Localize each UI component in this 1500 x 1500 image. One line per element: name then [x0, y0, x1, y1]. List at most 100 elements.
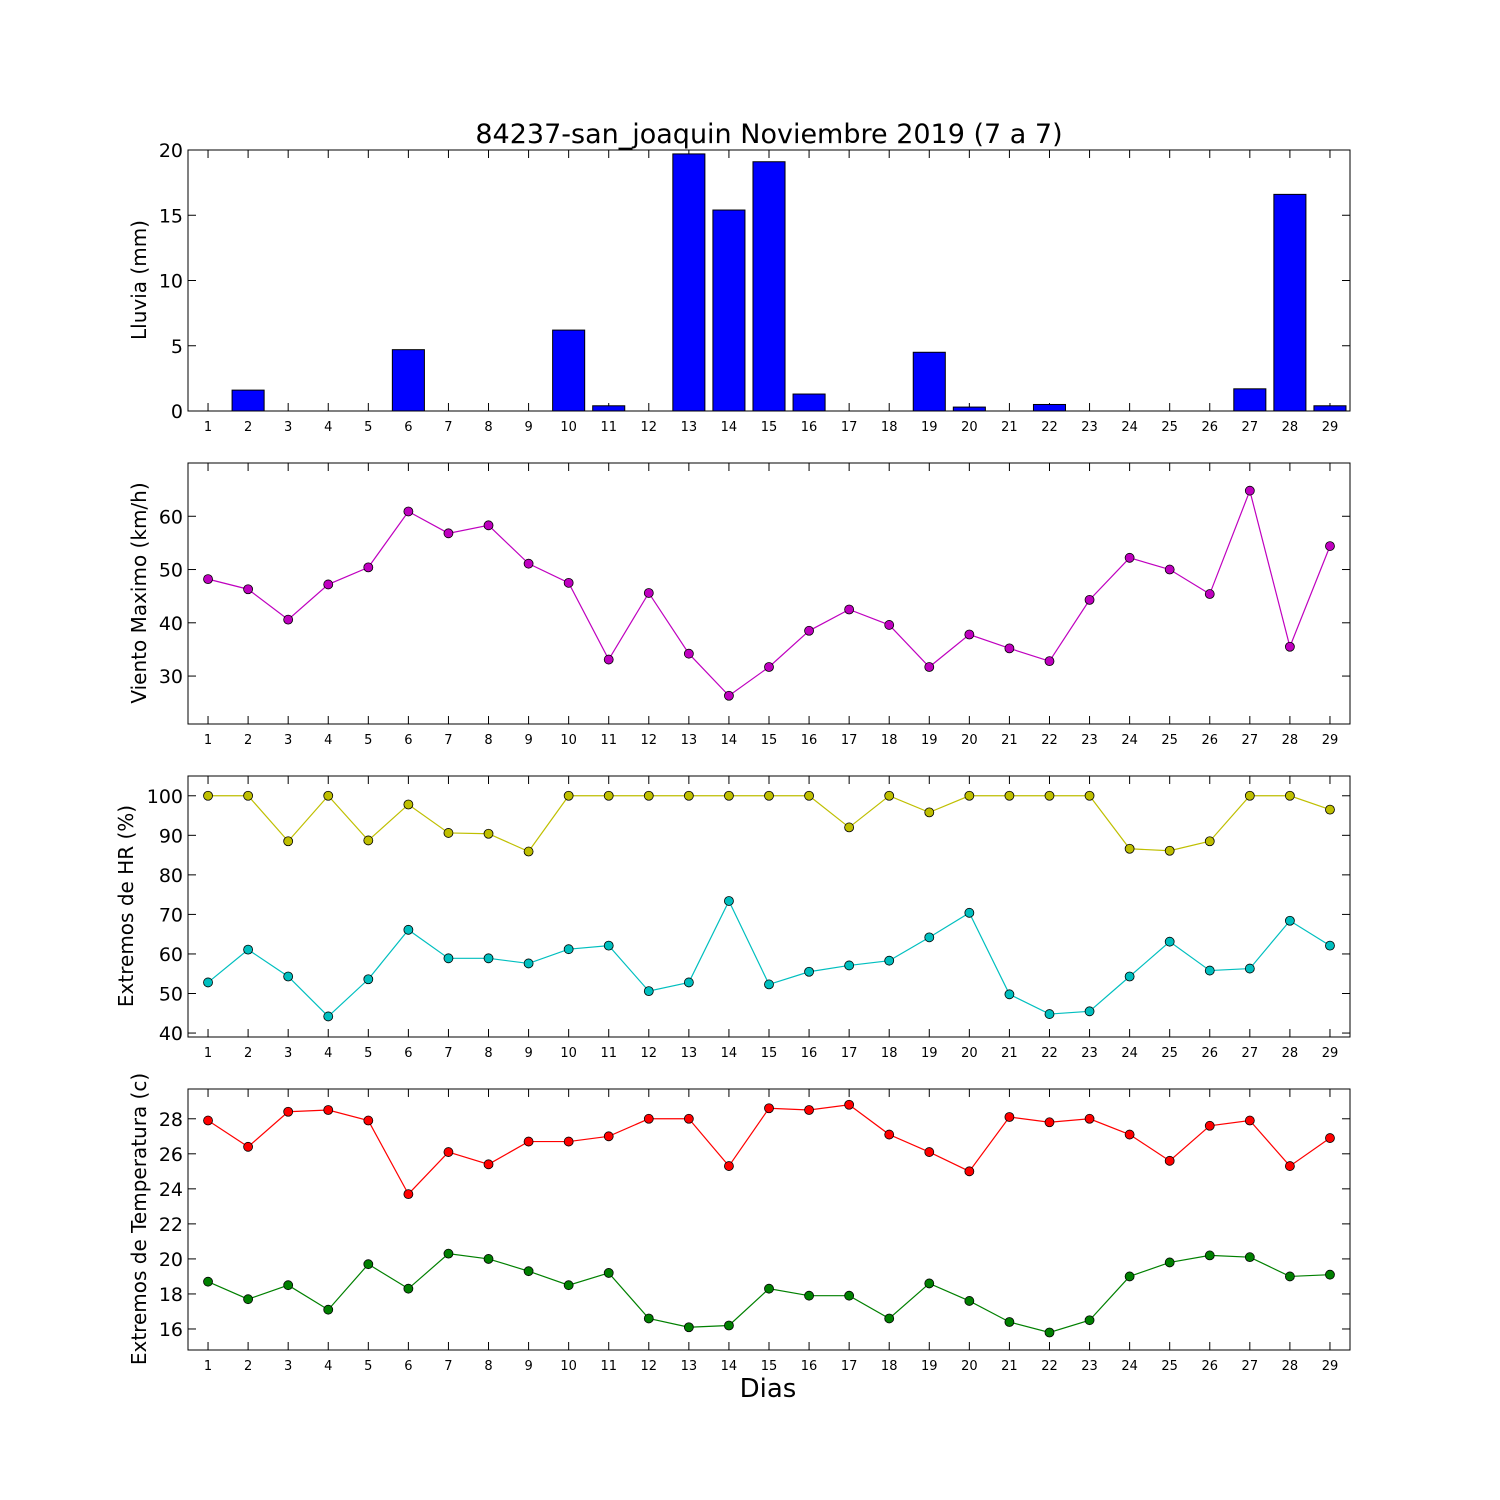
x-tick-label-temperatura: 5 [364, 1359, 372, 1374]
point-humedad-0 [964, 790, 975, 801]
point-humedad-0 [804, 790, 814, 801]
x-tick-label-lluvia: 7 [444, 420, 452, 435]
point-humedad-0 [1084, 790, 1095, 801]
point-temperatura-0 [643, 1113, 654, 1124]
x-tick-label-temperatura: 26 [1201, 1359, 1218, 1374]
x-tick-label-viento: 22 [1041, 733, 1058, 748]
x-tick-label-lluvia: 17 [841, 420, 858, 435]
x-tick-label-viento: 29 [1322, 733, 1339, 748]
x-tick-label-humedad: 21 [1001, 1046, 1018, 1061]
point-viento-0 [724, 690, 734, 701]
point-temperatura-1 [804, 1290, 814, 1301]
x-tick-label-lluvia: 23 [1081, 420, 1098, 435]
x-tick-label-lluvia: 20 [961, 420, 978, 435]
point-humedad-0 [1244, 790, 1255, 801]
point-humedad-0 [563, 790, 574, 801]
x-tick-label-lluvia: 2 [244, 420, 252, 435]
bar-lluvia [672, 153, 706, 412]
x-tick-label-lluvia: 13 [681, 420, 698, 435]
x-tick-label-lluvia: 4 [324, 420, 332, 435]
point-temperatura-0 [924, 1147, 935, 1157]
point-humedad-0 [1204, 836, 1215, 847]
point-humedad-1 [804, 966, 814, 977]
point-temperatura-0 [1044, 1117, 1055, 1128]
point-temperatura-0 [1004, 1112, 1015, 1122]
x-tick-label-temperatura: 4 [324, 1359, 332, 1374]
x-tick-label-humedad: 29 [1322, 1046, 1339, 1061]
x-tick-label-viento: 12 [641, 733, 658, 748]
bar-lluvia [391, 349, 425, 412]
point-humedad-0 [243, 790, 254, 801]
bar-lluvia [592, 405, 626, 412]
x-tick-label-viento: 8 [484, 733, 492, 748]
point-temperatura-1 [1084, 1315, 1095, 1326]
x-tick-label-humedad: 26 [1201, 1046, 1218, 1061]
y-axis-label-viento: Viento Maximo (km/h) [127, 482, 151, 703]
point-humedad-1 [1284, 915, 1295, 926]
point-temperatura-1 [1204, 1250, 1215, 1261]
point-temperatura-0 [1204, 1120, 1215, 1131]
point-viento-0 [884, 620, 895, 630]
bar-lluvia [712, 209, 746, 412]
x-tick-label-humedad: 14 [721, 1046, 738, 1061]
y-tick-label-lluvia: 5 [171, 336, 183, 358]
y-tick-label-temperatura: 20 [159, 1249, 183, 1271]
point-humedad-0 [523, 846, 534, 857]
x-tick-label-humedad: 27 [1242, 1046, 1259, 1061]
point-temperatura-1 [1164, 1257, 1175, 1268]
point-temperatura-0 [323, 1105, 334, 1115]
point-viento-0 [203, 574, 213, 585]
x-tick-label-lluvia: 21 [1001, 420, 1018, 435]
bar-lluvia [792, 393, 826, 412]
x-tick-label-humedad: 10 [560, 1046, 577, 1061]
point-temperatura-0 [844, 1099, 855, 1110]
point-temperatura-1 [724, 1320, 734, 1331]
point-temperatura-0 [443, 1147, 454, 1157]
x-tick-label-temperatura: 14 [721, 1359, 738, 1374]
x-tick-label-viento: 28 [1282, 733, 1299, 748]
point-humedad-0 [363, 835, 374, 846]
x-tick-label-viento: 20 [961, 733, 978, 748]
point-humedad-0 [643, 790, 654, 801]
point-humedad-1 [884, 955, 895, 966]
point-humedad-0 [924, 807, 935, 818]
x-tick-label-lluvia: 19 [921, 420, 938, 435]
point-viento-0 [483, 520, 494, 531]
point-viento-0 [563, 577, 574, 588]
point-humedad-1 [1004, 989, 1015, 1000]
x-tick-label-viento: 4 [324, 733, 332, 748]
point-humedad-0 [1325, 804, 1335, 815]
x-tick-label-humedad: 20 [961, 1046, 978, 1061]
x-tick-label-viento: 7 [444, 733, 452, 748]
point-viento-0 [1325, 541, 1335, 551]
y-tick-label-viento: 50 [159, 560, 183, 582]
x-tick-label-lluvia: 15 [761, 420, 778, 435]
point-temperatura-1 [483, 1254, 494, 1264]
point-temperatura-1 [1044, 1327, 1055, 1338]
x-tick-label-lluvia: 12 [641, 420, 658, 435]
x-tick-label-viento: 14 [721, 733, 738, 748]
point-viento-0 [1204, 589, 1215, 599]
point-humedad-1 [924, 932, 935, 943]
y-tick-label-humedad: 70 [159, 904, 183, 926]
x-tick-label-humedad: 28 [1282, 1046, 1299, 1061]
point-viento-0 [844, 604, 855, 615]
point-temperatura-1 [323, 1304, 334, 1315]
x-tick-label-lluvia: 1 [204, 420, 212, 435]
y-tick-label-humedad: 60 [159, 944, 183, 966]
point-temperatura-0 [603, 1131, 614, 1142]
point-humedad-0 [1124, 843, 1135, 854]
point-humedad-0 [443, 828, 454, 838]
point-temperatura-0 [403, 1189, 414, 1200]
point-temperatura-1 [443, 1248, 454, 1259]
y-tick-label-viento: 60 [159, 506, 183, 528]
x-tick-label-humedad: 1 [204, 1046, 212, 1061]
point-temperatura-0 [1244, 1115, 1255, 1126]
x-tick-label-lluvia: 3 [284, 420, 292, 435]
x-tick-label-lluvia: 8 [484, 420, 492, 435]
bar-lluvia [552, 329, 586, 412]
x-tick-label-viento: 26 [1201, 733, 1218, 748]
point-viento-0 [283, 614, 294, 625]
point-temperatura-1 [683, 1322, 694, 1333]
